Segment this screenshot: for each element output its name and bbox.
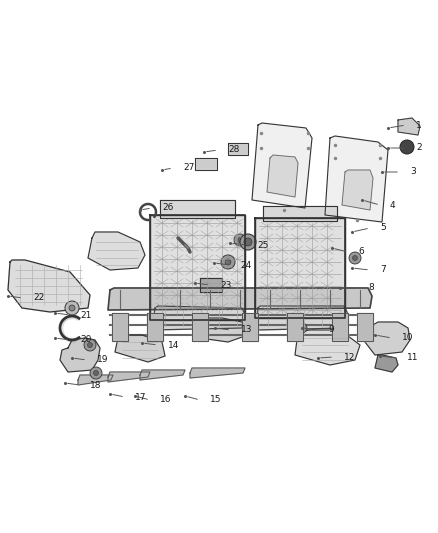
Circle shape [237,238,243,243]
Polygon shape [200,278,222,292]
Polygon shape [60,338,100,372]
Circle shape [297,323,307,333]
Text: 12: 12 [344,352,355,361]
Circle shape [225,259,231,265]
Polygon shape [108,288,372,310]
Text: 8: 8 [368,284,374,293]
Circle shape [84,339,96,351]
Text: 22: 22 [33,294,44,303]
Circle shape [349,252,361,264]
Text: 4: 4 [390,200,396,209]
Polygon shape [190,368,245,378]
Polygon shape [115,335,165,362]
Text: 24: 24 [240,261,251,270]
Text: 18: 18 [90,381,102,390]
Text: 13: 13 [241,326,252,335]
Polygon shape [295,330,360,365]
Polygon shape [160,200,235,218]
Polygon shape [398,118,420,135]
Polygon shape [342,170,373,210]
Circle shape [65,301,79,315]
Text: 16: 16 [160,395,172,405]
Polygon shape [195,158,217,170]
Polygon shape [263,206,337,221]
Polygon shape [252,123,312,208]
Polygon shape [108,372,150,382]
Text: 3: 3 [410,167,416,176]
Circle shape [221,255,235,269]
Circle shape [353,255,357,261]
Polygon shape [200,318,245,342]
Polygon shape [192,313,208,341]
Circle shape [240,234,256,250]
Text: 28: 28 [228,146,240,155]
Text: 27: 27 [183,164,194,173]
Text: 9: 9 [328,326,334,335]
Polygon shape [267,155,298,197]
Polygon shape [152,306,245,330]
Polygon shape [8,260,90,312]
Text: 7: 7 [380,265,386,274]
Polygon shape [256,306,348,330]
Polygon shape [357,313,373,341]
Text: 19: 19 [97,356,109,365]
Polygon shape [228,143,248,155]
Polygon shape [255,218,345,318]
Text: 15: 15 [210,395,222,405]
Text: 21: 21 [80,311,92,319]
Polygon shape [112,313,128,341]
Circle shape [90,367,102,379]
Polygon shape [287,313,303,341]
Text: 25: 25 [257,240,268,249]
Polygon shape [332,313,348,341]
Polygon shape [325,136,388,222]
Text: 6: 6 [358,247,364,256]
Circle shape [400,140,414,154]
Text: 14: 14 [168,341,180,350]
Polygon shape [365,322,410,355]
Polygon shape [88,232,145,270]
Text: 1: 1 [416,120,422,130]
Circle shape [234,234,246,246]
Circle shape [244,238,252,246]
Circle shape [93,370,99,376]
Text: 23: 23 [220,280,231,289]
Polygon shape [150,215,245,320]
Text: 10: 10 [402,334,413,343]
Circle shape [88,343,92,348]
Text: 26: 26 [162,204,173,213]
Polygon shape [375,355,398,372]
Circle shape [69,305,75,311]
Text: 5: 5 [380,223,386,232]
Text: 2: 2 [416,143,422,152]
Polygon shape [147,313,163,341]
Text: 17: 17 [135,392,146,401]
Text: 11: 11 [407,353,418,362]
Polygon shape [140,370,185,380]
Polygon shape [78,375,113,385]
Polygon shape [242,313,258,341]
Text: 20: 20 [80,335,92,344]
